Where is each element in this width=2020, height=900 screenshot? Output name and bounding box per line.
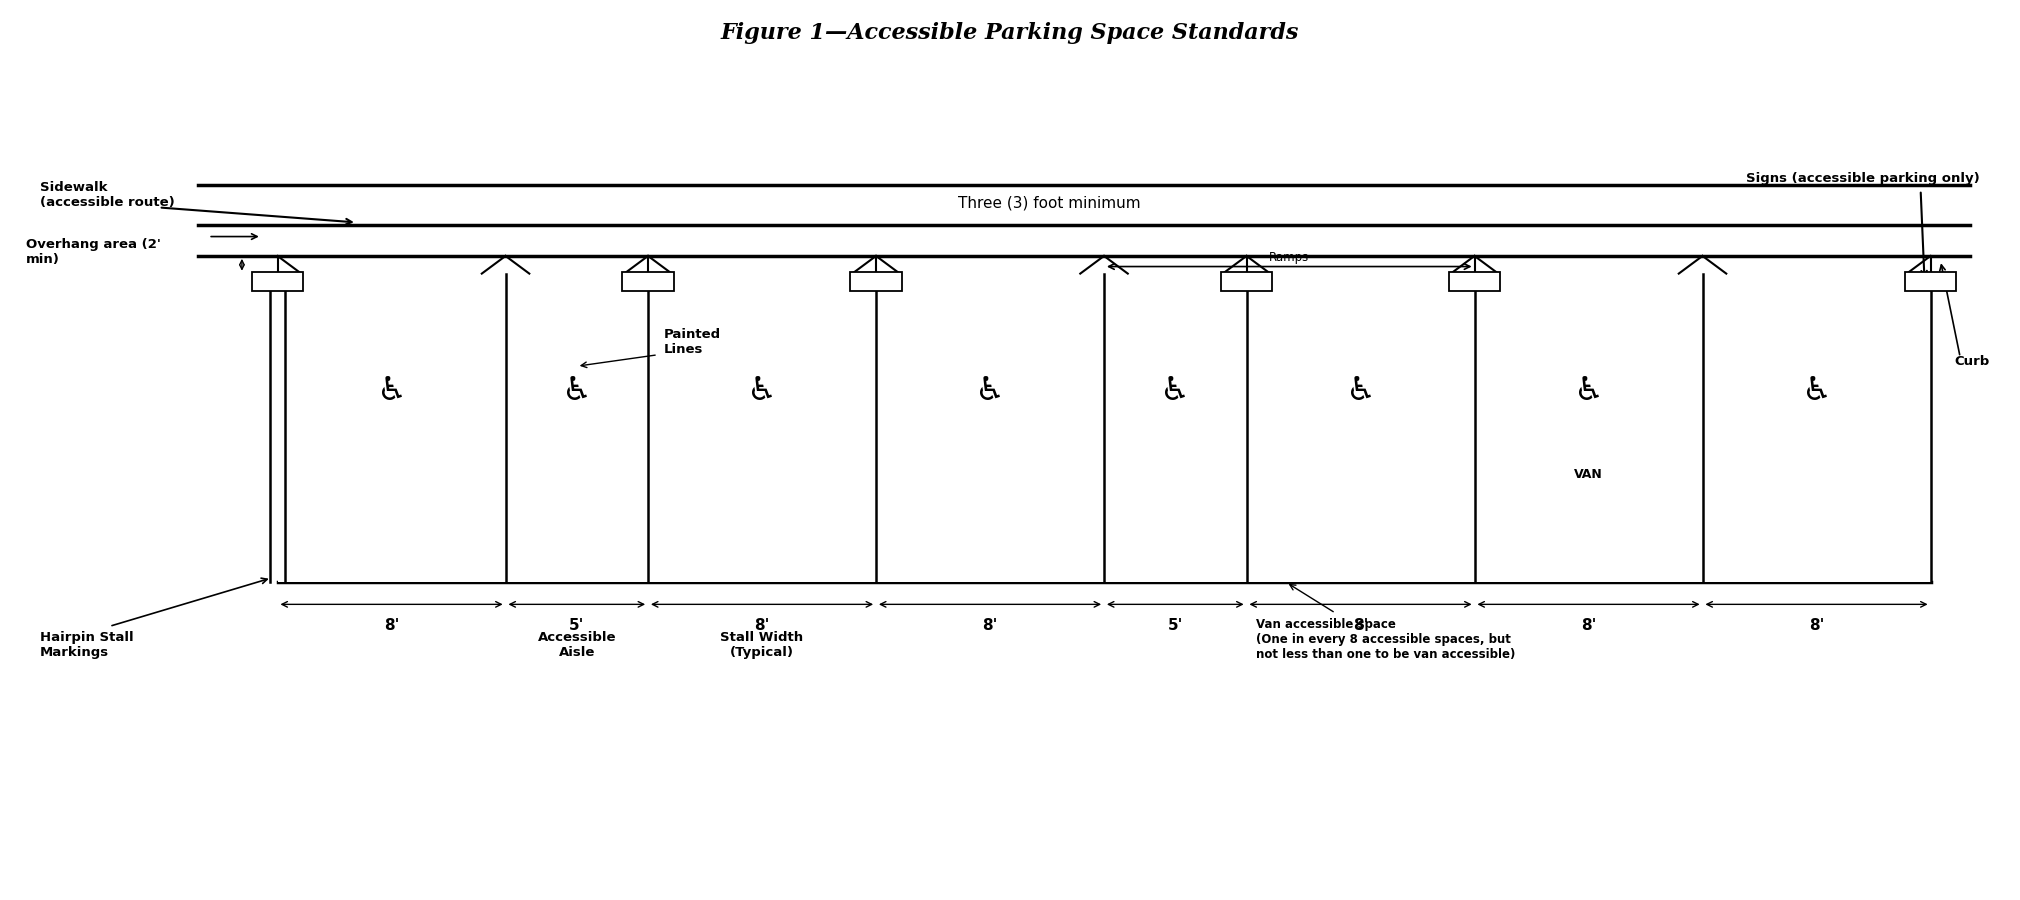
Text: 8': 8' [753,617,770,633]
Text: 5': 5' [570,617,584,633]
Text: Painted
Lines: Painted Lines [665,328,721,356]
Text: 8': 8' [982,617,998,633]
Text: Figure 1—Accessible Parking Space Standards: Figure 1—Accessible Parking Space Standa… [721,22,1299,44]
Bar [622,272,675,292]
Text: 8': 8' [1808,617,1824,633]
Bar [850,272,901,292]
Text: Hairpin Stall
Markings: Hairpin Stall Markings [40,631,133,659]
Text: ♿: ♿ [1802,374,1832,408]
Bar [277,274,505,582]
Text: 5': 5' [1168,617,1184,633]
Bar [1905,272,1955,292]
Text: ♿: ♿ [976,374,1006,408]
Text: Accessible
Aisle: Accessible Aisle [537,631,616,659]
Bar [252,272,303,292]
Text: Three (3) foot minimum: Three (3) foot minimum [957,195,1141,210]
Bar [1105,444,1246,582]
Text: Sidewalk
(accessible route): Sidewalk (accessible route) [40,181,176,209]
Bar [1475,274,1703,582]
Text: 8': 8' [1353,617,1368,633]
Text: ♿: ♿ [376,374,406,408]
Bar [1448,272,1501,292]
Text: ♿: ♿ [1159,374,1190,408]
Text: 8': 8' [384,617,400,633]
Bar [877,274,1105,582]
Bar [1246,274,1475,582]
Bar [505,274,648,444]
Text: Ramps: Ramps [1269,251,1309,264]
Text: Overhang area (2'
min): Overhang area (2' min) [26,238,162,266]
Text: ♿: ♿ [1574,374,1604,408]
Text: Van accessible space
(One in every 8 accessible spaces, but
not less than one to: Van accessible space (One in every 8 acc… [1256,617,1515,661]
Text: Signs (accessible parking only): Signs (accessible parking only) [1745,172,1980,185]
Bar [1105,274,1246,444]
Text: Stall Width
(Typical): Stall Width (Typical) [721,631,804,659]
Bar [505,444,648,582]
Bar [648,274,877,582]
Text: VAN: VAN [1574,468,1604,481]
Text: ♿: ♿ [562,374,592,408]
Bar [1220,272,1273,292]
Text: ♿: ♿ [1345,374,1376,408]
Text: 8': 8' [1582,617,1596,633]
Bar [1703,444,1931,582]
Text: ♿: ♿ [747,374,778,408]
Bar [1703,274,1931,444]
Text: Curb: Curb [1953,356,1990,368]
